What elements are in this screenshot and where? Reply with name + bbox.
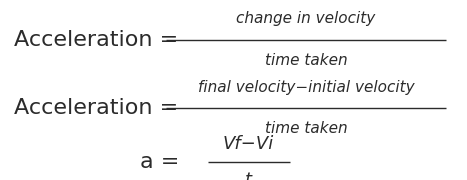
Text: t: t xyxy=(245,171,252,180)
Text: change in velocity: change in velocity xyxy=(236,11,375,26)
Text: Acceleration =: Acceleration = xyxy=(14,98,185,118)
Text: Vf−Vi: Vf−Vi xyxy=(223,135,274,153)
Text: Acceleration =: Acceleration = xyxy=(14,30,185,50)
Text: final velocity−initial velocity: final velocity−initial velocity xyxy=(198,80,414,95)
Text: a =: a = xyxy=(140,152,187,172)
Text: time taken: time taken xyxy=(265,53,347,68)
Text: time taken: time taken xyxy=(265,121,347,136)
